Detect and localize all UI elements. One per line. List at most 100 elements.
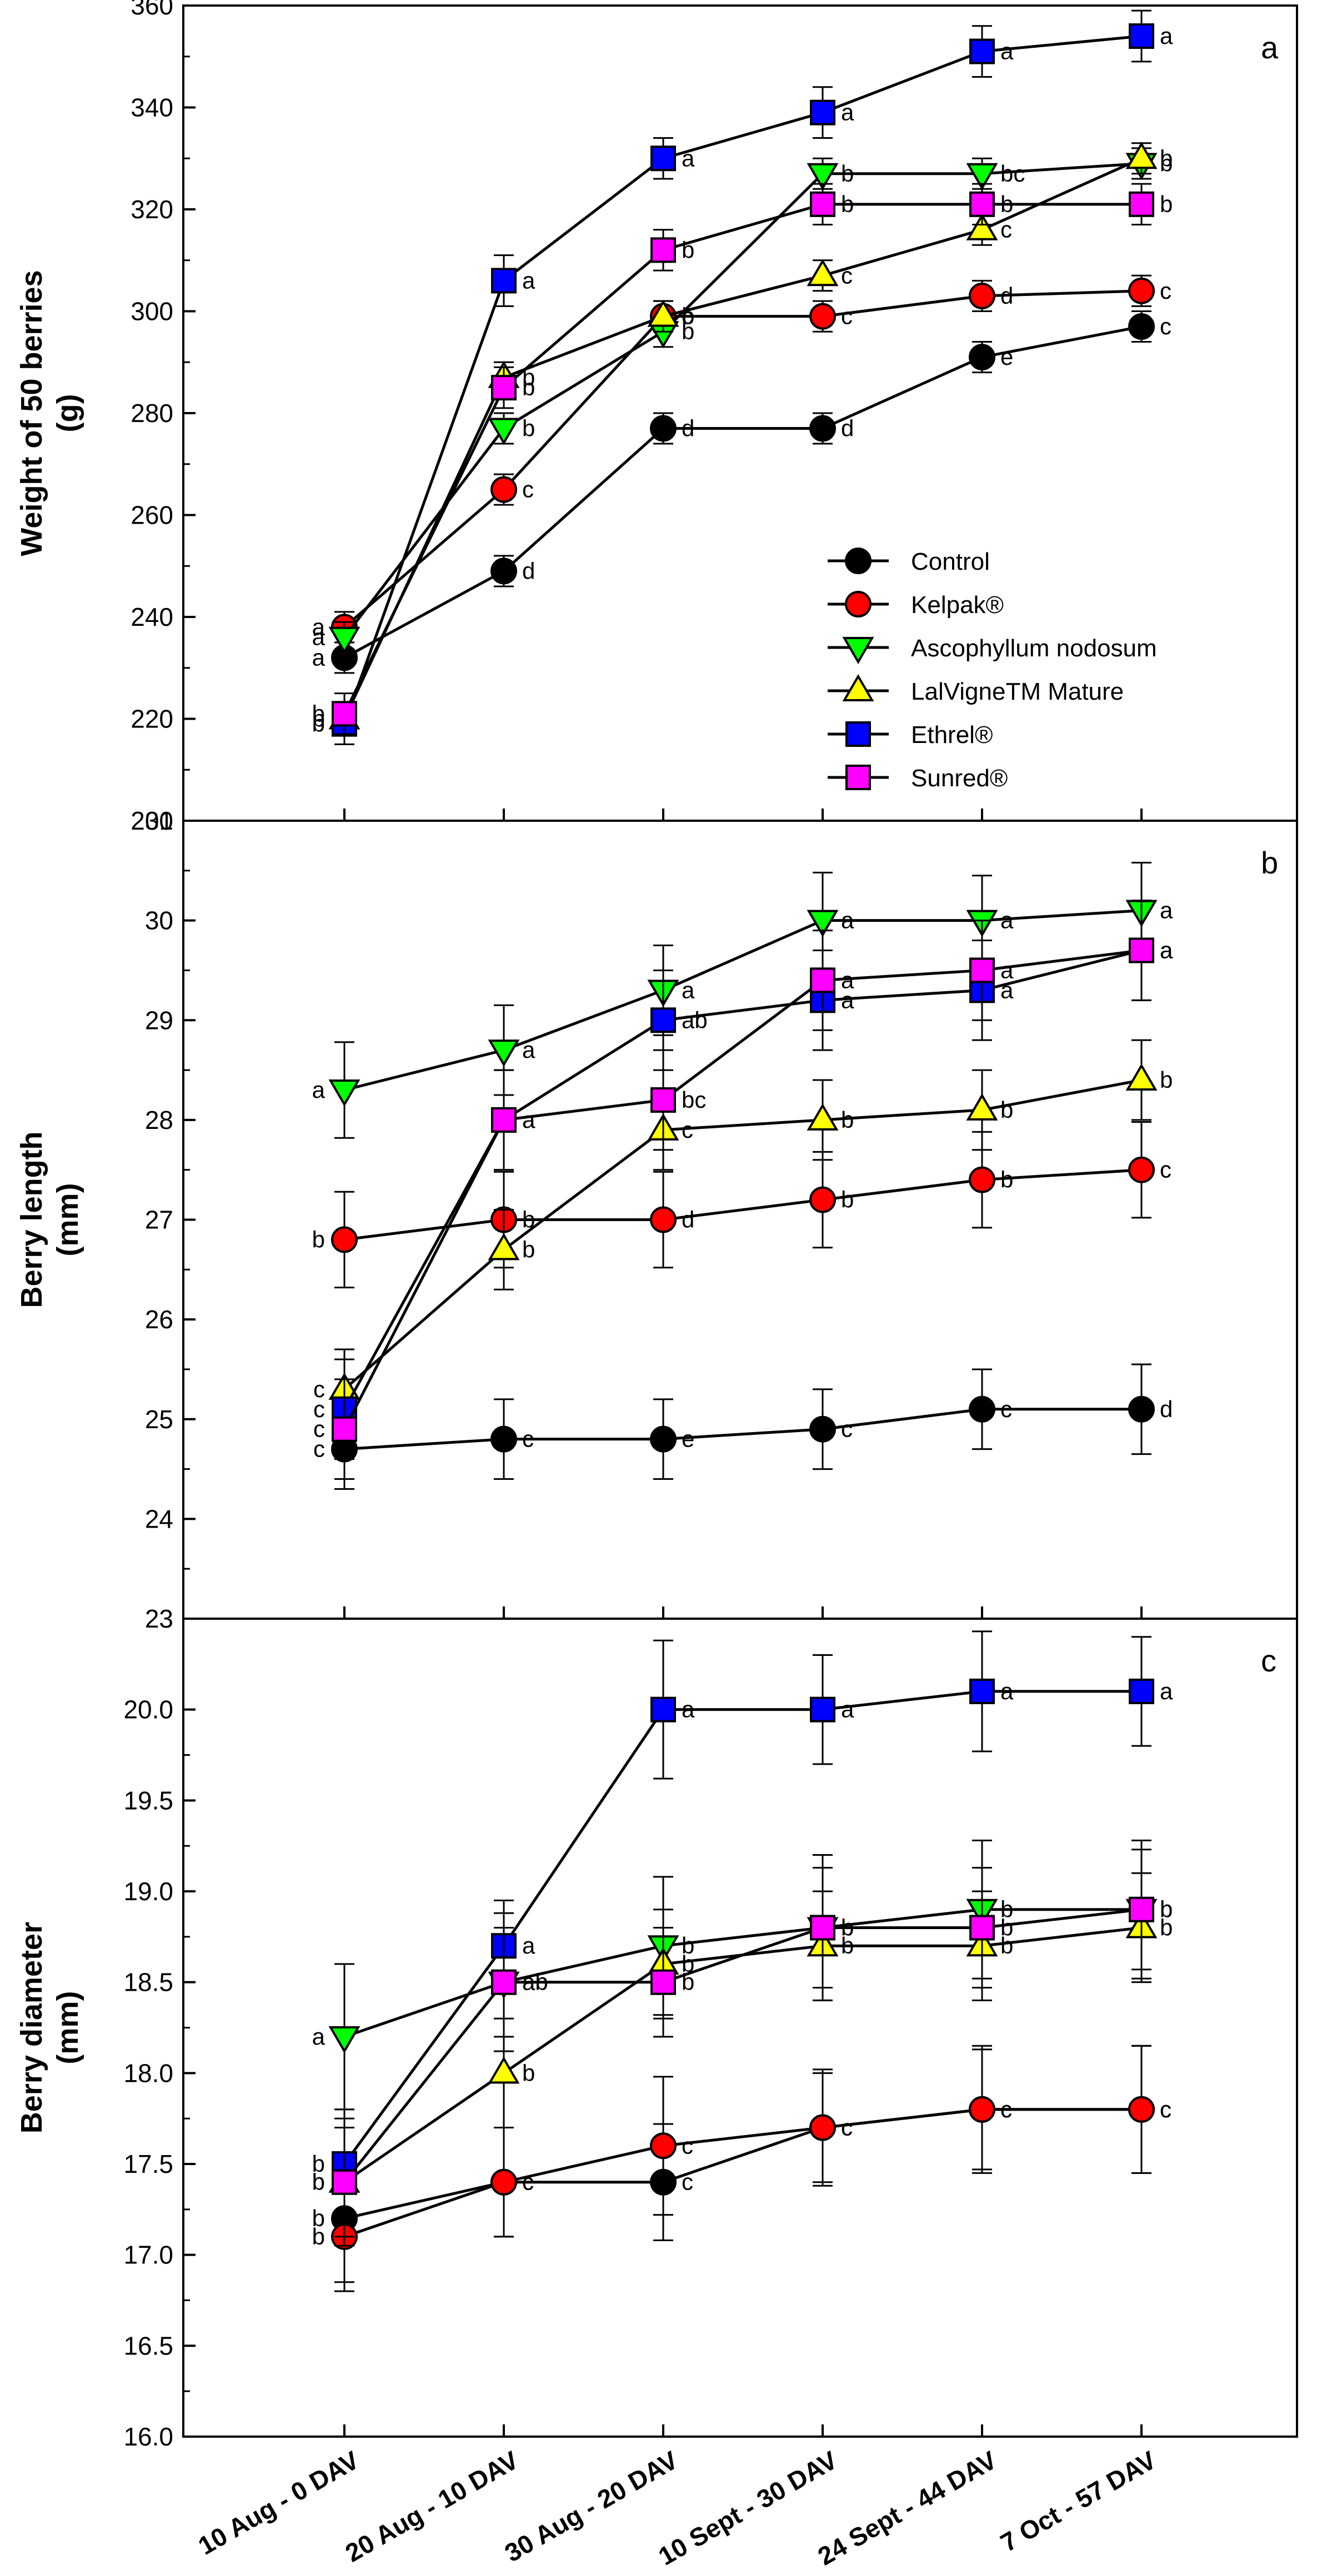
legend-entry-lalvigne-mature: LalVigneTM Mature [828,674,1124,705]
significance-letter: b [1000,1896,1013,1922]
significance-letter: c [841,262,853,288]
legend-entry-ethrel: Ethrel® [828,721,993,749]
data-point [1129,191,1154,217]
significance-letter: c [682,2132,693,2158]
significance-letter: a [841,1696,854,1723]
series-line [343,1078,1142,1390]
data-point [1128,313,1155,340]
data-point [966,163,998,190]
significance-letter: a [1160,937,1173,963]
data-point [969,1915,995,1941]
data-point [491,1107,517,1133]
data-point [1129,1896,1154,1922]
significance-letter: e [1000,344,1013,370]
significance-letter: c [313,1376,325,1402]
data-point [1125,1063,1158,1091]
series-line [343,1908,1142,2183]
y-tick-label: 27 [145,1206,173,1234]
series-line [343,289,1142,629]
significance-letter: c [1000,2096,1012,2122]
y-tick-label: 31 [145,806,173,835]
data-point [650,145,676,172]
significance-letter: b [1000,1914,1013,1940]
legend-marker [842,674,874,701]
panel-tag: a [1261,30,1279,65]
data-point [650,1007,676,1033]
significance-letter: b [841,1187,854,1213]
series-line [343,203,1141,715]
significance-letter: b [841,1914,854,1940]
data-point [488,418,520,445]
y-axis-label: Berry length [15,1131,48,1308]
data-point [650,237,676,263]
significance-letter: bc [682,1087,706,1113]
y-axis: 200 220 240 260 280 300 320 340 360 [131,0,196,835]
data-point [969,191,995,217]
data-point [1128,1395,1155,1423]
y-tick-label: 340 [131,93,173,122]
significance-letter: d [682,415,694,441]
data-point [328,626,360,654]
y-tick-label: 18.0 [123,2058,173,2087]
data-point [809,1415,836,1443]
significance-letter: c [841,2115,853,2141]
legend-entry-sunred: Sunred® [828,765,1008,792]
significance-letter: b [522,1236,535,1262]
series-line [343,949,1142,1430]
y-tick-label: 17.5 [123,2150,173,2178]
legend-entry-ascophyllum-nodosum: Ascophyllum nodosum [828,635,1157,664]
y-tick-label: 30 [145,906,173,935]
significance-letter: a [522,267,535,293]
series-ethrel: b a a a a a [312,1630,1173,2220]
significance-letter: c [682,2169,693,2195]
data-point [490,558,517,585]
significance-letter: a [522,1107,535,1133]
y-axis-label: Berry diameter [15,1922,48,2133]
significance-letter: b [312,2169,325,2195]
y-axis: 23 24 25 26 27 28 29 30 31 [145,806,196,1633]
data-point [969,1678,995,1704]
significance-letter: b [1000,1932,1013,1959]
y-axis-label-unit: (mm) [51,1183,84,1257]
data-point [810,1696,835,1723]
y-tick-label: 17.0 [123,2241,173,2269]
significance-letter: b [522,374,535,400]
significance-letter: a [312,2023,326,2050]
significance-letter: a [682,1696,695,1723]
significance-letter: a [1160,937,1173,963]
x-tick-label: 7 Oct - 57 DAV [995,2445,1161,2557]
legend-label: Kelpak® [911,591,1004,619]
data-point [488,1233,520,1261]
significance-letter: a [1000,907,1014,933]
significance-letter: c [313,1436,325,1462]
significance-letter: a [682,145,695,171]
significance-letter: b [841,1107,854,1133]
y-tick-label: 260 [131,501,173,530]
significance-letter: d [1000,283,1013,309]
data-point [1129,1678,1154,1704]
significance-letter: b [522,1207,535,1233]
significance-letter: a [841,967,854,993]
data-point [807,910,839,937]
significance-letter: ab [522,1969,548,1995]
series-line [343,157,1143,720]
significance-letter: d [682,1207,694,1233]
series-line [343,162,1142,639]
data-point [1128,1156,1155,1183]
significance-letter: a [1160,1678,1173,1704]
significance-letter: a [312,644,326,670]
series-line [343,325,1142,659]
significance-letter: b [682,318,694,344]
significance-letter: a [522,1107,535,1133]
data-point [332,1416,357,1442]
significance-letter: a [522,1932,535,1959]
significance-letter: b [1160,1896,1173,1922]
legend-entry-control: Control [828,548,990,575]
y-tick-label: 220 [131,705,173,734]
data-point [490,2168,517,2196]
